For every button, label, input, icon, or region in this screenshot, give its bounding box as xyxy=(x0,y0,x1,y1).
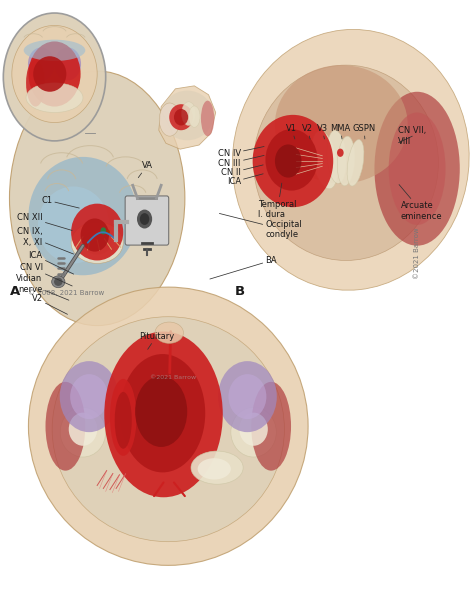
Text: CN IV: CN IV xyxy=(218,146,264,159)
Ellipse shape xyxy=(28,47,55,81)
Ellipse shape xyxy=(254,65,438,260)
Ellipse shape xyxy=(251,382,291,471)
Ellipse shape xyxy=(120,354,205,472)
Ellipse shape xyxy=(69,413,97,446)
Ellipse shape xyxy=(9,71,185,326)
Ellipse shape xyxy=(52,276,65,288)
Ellipse shape xyxy=(161,91,213,140)
Ellipse shape xyxy=(231,407,276,457)
Ellipse shape xyxy=(60,407,106,457)
Ellipse shape xyxy=(28,41,81,107)
Text: V3: V3 xyxy=(317,124,328,139)
Ellipse shape xyxy=(347,140,364,186)
Ellipse shape xyxy=(169,104,193,130)
Circle shape xyxy=(137,210,152,229)
Text: V2: V2 xyxy=(32,294,67,314)
Ellipse shape xyxy=(312,131,337,189)
Ellipse shape xyxy=(327,130,346,184)
Text: VA: VA xyxy=(138,161,153,178)
Ellipse shape xyxy=(198,458,231,480)
Text: B: B xyxy=(235,285,245,298)
Ellipse shape xyxy=(38,186,109,263)
Circle shape xyxy=(337,149,344,157)
Ellipse shape xyxy=(12,25,97,123)
Ellipse shape xyxy=(389,112,446,225)
Text: © 2008, 2021 Barrow: © 2008, 2021 Barrow xyxy=(28,289,105,296)
Ellipse shape xyxy=(115,392,132,449)
Text: Temporal
l. dura: Temporal l. dura xyxy=(258,183,297,219)
Ellipse shape xyxy=(54,278,63,286)
Ellipse shape xyxy=(265,129,318,191)
Text: V1: V1 xyxy=(286,124,297,139)
Text: Arcuate
eminence: Arcuate eminence xyxy=(399,185,442,221)
Text: CN XII: CN XII xyxy=(17,213,72,230)
Ellipse shape xyxy=(275,144,301,178)
Polygon shape xyxy=(159,86,216,149)
Text: ICA: ICA xyxy=(28,251,73,274)
Ellipse shape xyxy=(83,231,111,255)
Text: Occipital
condyle: Occipital condyle xyxy=(219,214,302,239)
Ellipse shape xyxy=(275,65,408,184)
Ellipse shape xyxy=(182,102,196,126)
Ellipse shape xyxy=(218,361,277,432)
Ellipse shape xyxy=(70,374,108,419)
Ellipse shape xyxy=(24,40,85,61)
Ellipse shape xyxy=(135,376,187,447)
Text: V2: V2 xyxy=(301,124,313,139)
Ellipse shape xyxy=(55,47,81,81)
Text: GSPN: GSPN xyxy=(352,124,376,139)
Text: ©2021 Barrow: ©2021 Barrow xyxy=(150,375,196,380)
Text: CN II: CN II xyxy=(221,165,263,178)
Ellipse shape xyxy=(253,115,333,207)
Text: C1: C1 xyxy=(41,195,79,208)
Ellipse shape xyxy=(189,106,200,127)
Ellipse shape xyxy=(26,59,45,107)
Text: ICA: ICA xyxy=(227,174,263,186)
Circle shape xyxy=(3,13,106,141)
Text: CN IX,
X, XI: CN IX, X, XI xyxy=(17,227,73,254)
Ellipse shape xyxy=(155,322,183,343)
Ellipse shape xyxy=(71,222,123,263)
Ellipse shape xyxy=(201,101,214,136)
Ellipse shape xyxy=(228,374,266,419)
Ellipse shape xyxy=(81,218,109,252)
Ellipse shape xyxy=(337,136,355,186)
Ellipse shape xyxy=(52,317,284,542)
Text: A: A xyxy=(10,285,21,298)
Ellipse shape xyxy=(71,204,123,260)
Text: CN VII,
VIII: CN VII, VIII xyxy=(398,127,427,146)
Ellipse shape xyxy=(191,451,243,484)
Ellipse shape xyxy=(374,92,460,246)
Ellipse shape xyxy=(239,413,268,446)
Ellipse shape xyxy=(46,382,85,471)
FancyBboxPatch shape xyxy=(125,196,169,245)
Text: ©2021 Barrow: ©2021 Barrow xyxy=(414,227,420,279)
Ellipse shape xyxy=(33,56,66,92)
Text: MMA: MMA xyxy=(330,124,350,139)
Text: CN VI: CN VI xyxy=(19,263,72,286)
Text: BA: BA xyxy=(210,256,277,279)
Ellipse shape xyxy=(60,361,118,432)
Text: Vidian
nerve: Vidian nerve xyxy=(17,275,69,300)
Text: Pituitary: Pituitary xyxy=(139,332,174,349)
Ellipse shape xyxy=(110,379,137,456)
Ellipse shape xyxy=(174,109,188,126)
Ellipse shape xyxy=(28,287,308,565)
Circle shape xyxy=(140,213,149,225)
Ellipse shape xyxy=(232,30,469,290)
Circle shape xyxy=(106,230,110,234)
Ellipse shape xyxy=(28,157,137,275)
Ellipse shape xyxy=(159,103,180,136)
Text: CN III: CN III xyxy=(219,156,264,168)
Ellipse shape xyxy=(26,83,83,112)
Ellipse shape xyxy=(104,332,223,497)
Circle shape xyxy=(100,227,106,234)
